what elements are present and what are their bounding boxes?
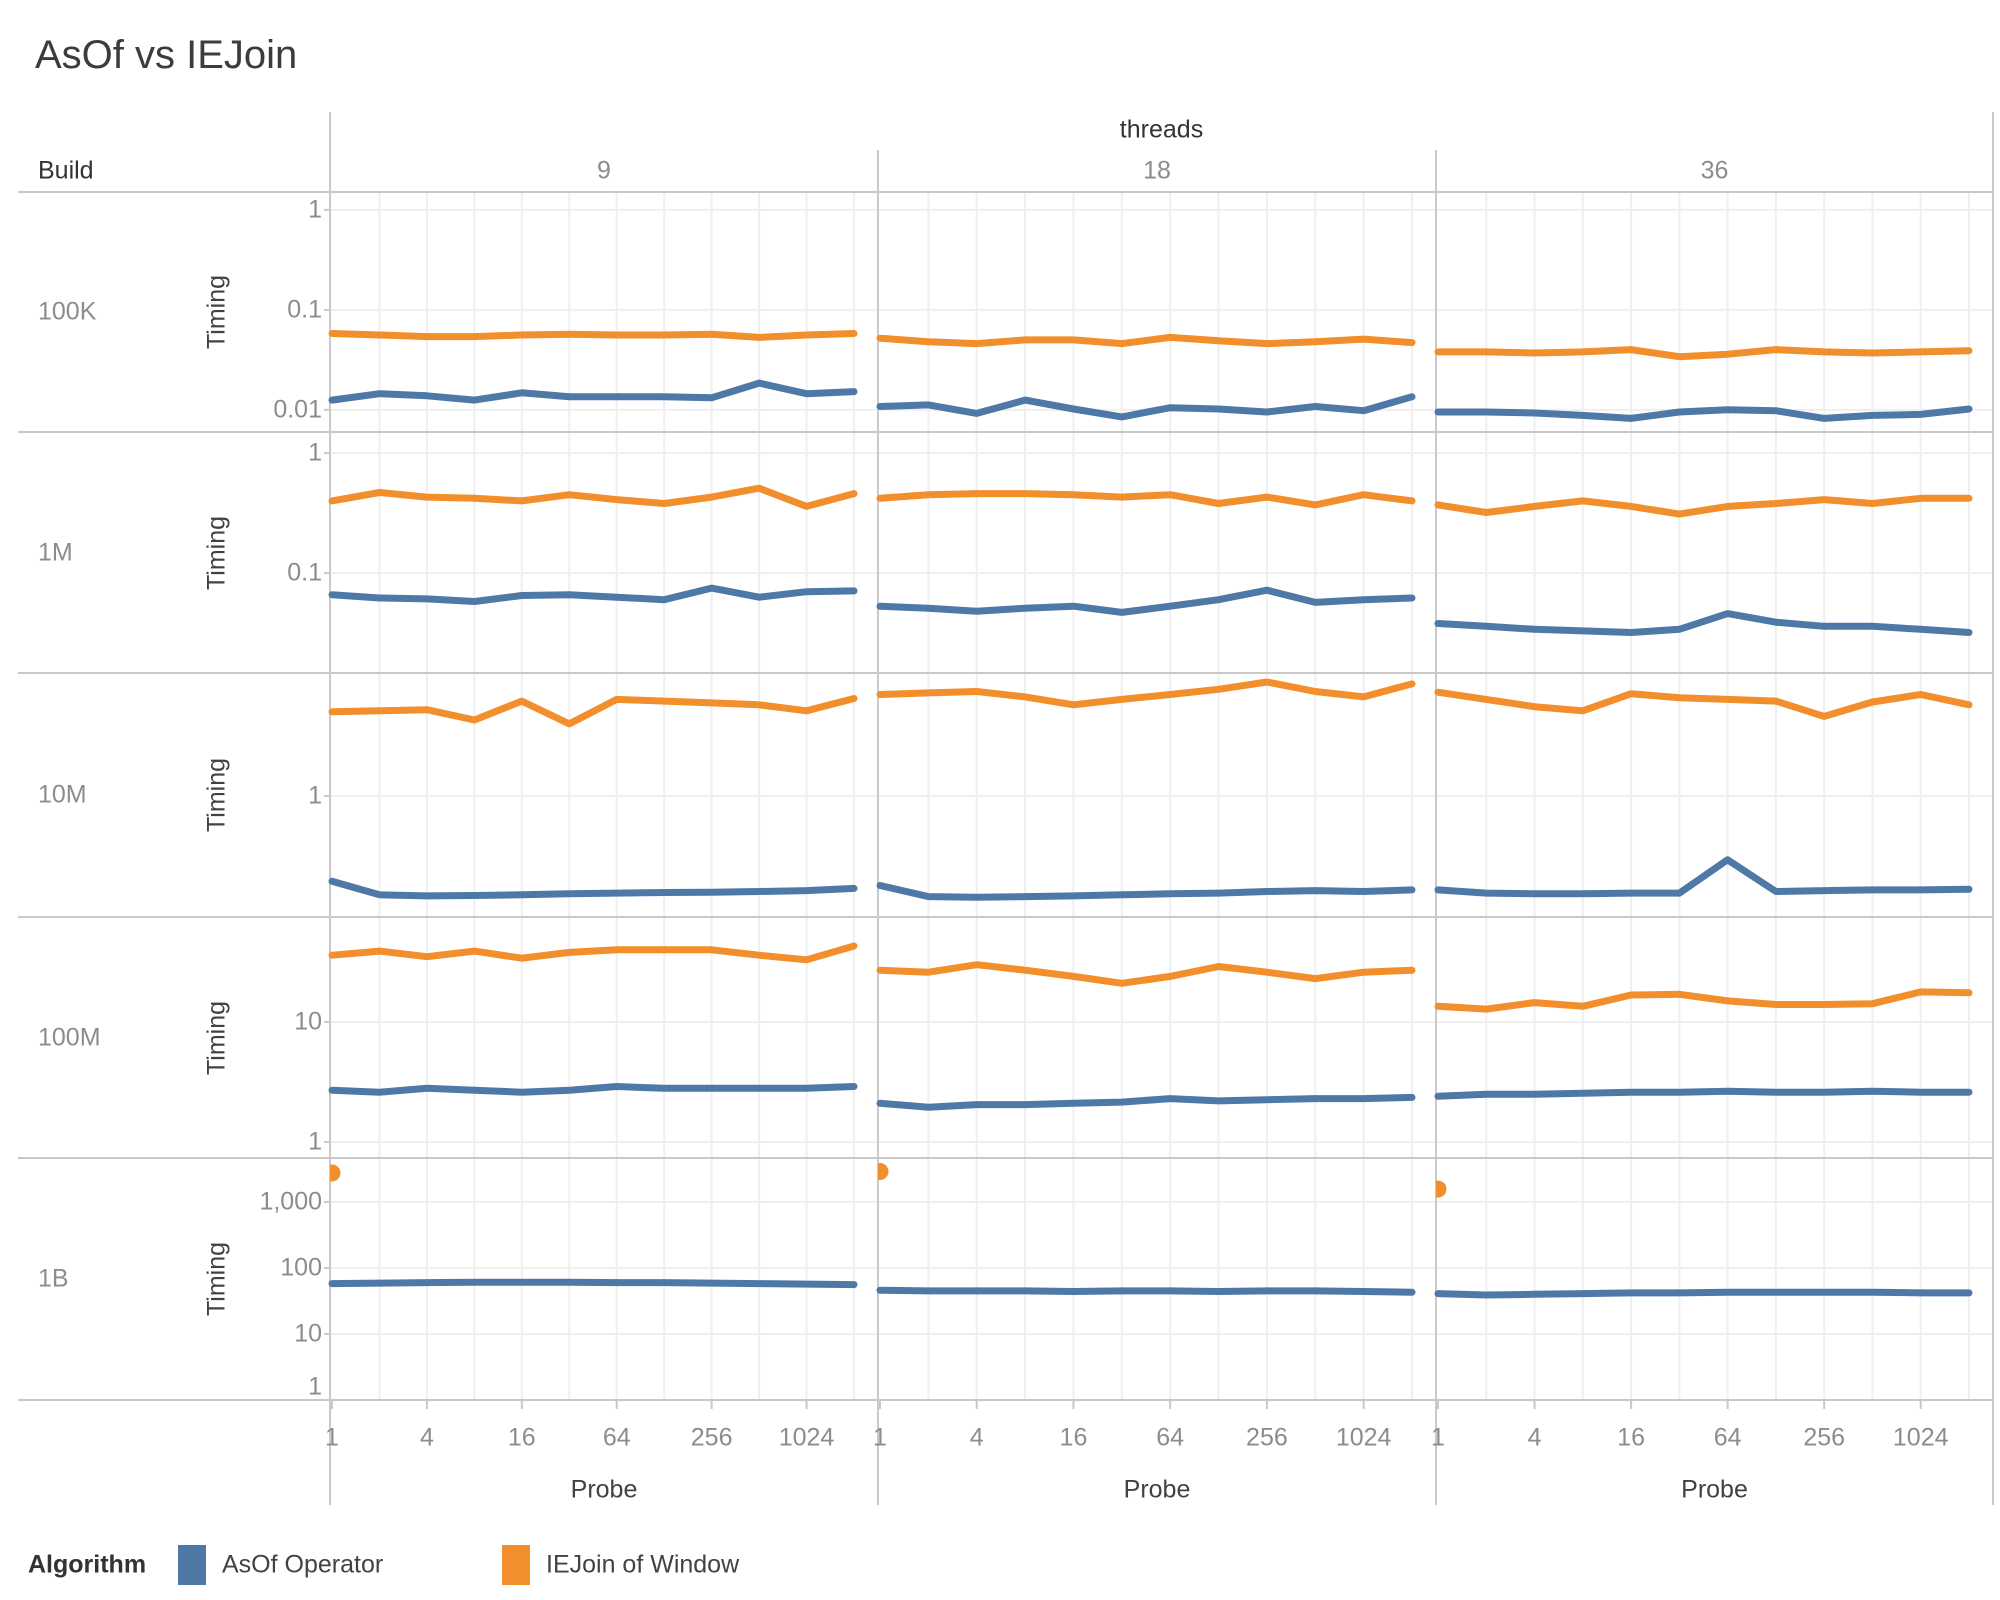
series-line-iejoin: [328, 484, 858, 510]
series-line-asof: [876, 882, 1416, 901]
y-tick-label: 100: [280, 1253, 322, 1282]
x-tick-label: 1024: [1892, 1423, 1949, 1452]
series-line-asof: [1434, 1087, 1973, 1100]
y-tick-label: 10: [294, 1007, 322, 1036]
y-tick-label: 1: [308, 781, 322, 810]
y-axis-title: Timing: [202, 1241, 231, 1317]
series-line-iejoin: [1434, 688, 1973, 720]
column-field-label: threads: [1119, 115, 1204, 144]
series-point-iejoin: [878, 1162, 889, 1180]
column-header-threads-value: 9: [597, 156, 611, 185]
y-tick-label: 1: [308, 438, 322, 467]
y-tick-label: 10: [294, 1319, 322, 1348]
series-point-iejoin: [330, 1164, 341, 1182]
column-header-threads-value: 36: [1700, 156, 1729, 185]
x-tick-label: 64: [1713, 1423, 1742, 1452]
column-header-threads-value: 18: [1143, 156, 1171, 185]
series-line-asof: [1434, 1288, 1973, 1299]
series-line-iejoin: [876, 678, 1416, 709]
series-point-iejoin: [1436, 1180, 1447, 1198]
series-line-asof: [328, 877, 858, 900]
series-line-iejoin: [1434, 494, 1973, 518]
legend-swatch-iejoin-of-window[interactable]: [502, 1545, 530, 1585]
row-header-build-value: 100M: [38, 1023, 101, 1051]
x-tick-label: 1024: [778, 1423, 835, 1452]
x-tick-label: 1: [1431, 1423, 1445, 1452]
series-line-asof: [876, 393, 1416, 421]
series-line-asof: [876, 1093, 1416, 1111]
chart-title: AsOf vs IEJoin: [35, 33, 298, 77]
x-tick-label: 64: [602, 1423, 631, 1452]
x-tick-label: 16: [1059, 1423, 1088, 1452]
x-tick-label: 1024: [1335, 1423, 1392, 1452]
x-tick-label: 4: [419, 1423, 434, 1452]
row-field-label: Build: [38, 156, 94, 185]
y-tick-label: 0.01: [273, 395, 322, 424]
series-line-asof: [328, 584, 858, 605]
series-line-asof: [328, 379, 858, 404]
x-tick-label: 4: [969, 1423, 984, 1452]
x-tick-label: 4: [1527, 1423, 1542, 1452]
x-tick-label: 1: [325, 1423, 339, 1452]
series-line-iejoin: [328, 942, 858, 964]
x-tick-label: 256: [1246, 1423, 1288, 1452]
series-line-asof: [328, 1278, 858, 1289]
x-tick-label: 1: [873, 1423, 887, 1452]
row-header-build-value: 10M: [38, 780, 87, 809]
legend-title: Algorithm: [28, 1550, 147, 1579]
x-tick-label: 256: [1803, 1423, 1846, 1452]
y-axis-title: Timing: [202, 274, 231, 350]
series-line-iejoin: [876, 333, 1416, 348]
x-axis-title: Probe: [1681, 1475, 1748, 1504]
row-header-build-value: 1M: [38, 538, 73, 566]
x-tick-label: 16: [507, 1423, 536, 1452]
y-tick-label: 1,000: [259, 1187, 322, 1216]
x-axis-title: Probe: [1123, 1475, 1191, 1504]
x-tick-label: 256: [690, 1423, 733, 1452]
y-axis-title: Timing: [202, 515, 231, 590]
series-line-asof: [1434, 856, 1973, 898]
y-tick-label: 1: [308, 1372, 322, 1401]
series-line-asof: [1434, 610, 1973, 636]
y-tick-label: 0.1: [287, 295, 322, 324]
series-line-asof: [876, 1286, 1416, 1296]
series-line-asof: [328, 1083, 858, 1096]
y-tick-label: 1: [308, 1127, 322, 1156]
y-axis-title: Timing: [202, 1000, 231, 1075]
series-line-iejoin: [876, 490, 1416, 509]
y-tick-label: 0.1: [287, 558, 322, 587]
x-axis-title: Probe: [570, 1475, 638, 1504]
x-tick-label: 16: [1617, 1423, 1645, 1452]
legend-swatch-asof-operator[interactable]: [178, 1545, 206, 1585]
series-line-iejoin: [876, 961, 1416, 987]
series-line-iejoin: [328, 695, 858, 728]
series-line-iejoin: [1434, 988, 1973, 1013]
series-line-iejoin: [1434, 346, 1973, 361]
series-line-asof: [876, 586, 1416, 616]
series-line-iejoin: [328, 330, 858, 341]
legend-label-asof-operator[interactable]: AsOf Operator: [222, 1550, 384, 1579]
row-header-build-value: 1B: [38, 1264, 69, 1293]
y-tick-label: 1: [308, 195, 322, 224]
row-header-build-value: 100K: [38, 297, 97, 326]
y-axis-title: Timing: [202, 757, 231, 833]
x-tick-label: 64: [1156, 1423, 1185, 1452]
legend-label-iejoin-of-window[interactable]: IEJoin of Window: [546, 1550, 740, 1579]
series-line-asof: [1434, 405, 1973, 422]
